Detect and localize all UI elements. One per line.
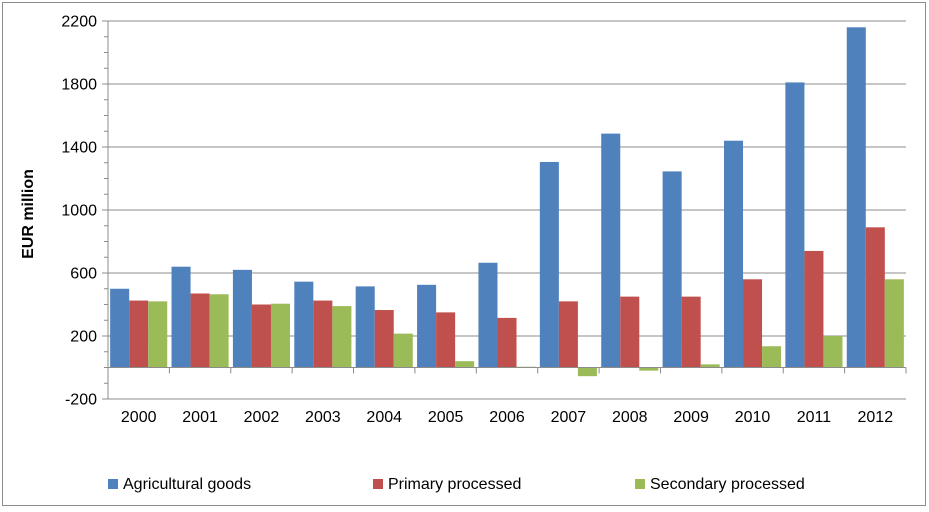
x-tick-label: 2002 [244,409,280,426]
bar [846,27,866,368]
bar [823,336,843,368]
x-tick-label: 2009 [673,409,709,426]
bar [436,312,456,368]
x-tick-label: 2010 [735,409,771,426]
bar [558,301,578,368]
y-tick-label: -200 [65,392,97,409]
legend-swatch [108,479,118,489]
bar [393,333,413,368]
x-tick-label: 2012 [858,409,894,426]
bar [294,281,314,368]
bar [639,367,659,371]
legend: Agricultural goods Primary processed Secon… [108,476,805,493]
y-tick-label: 200 [70,329,97,346]
bar [171,266,191,368]
bar [577,367,597,377]
legend-label: Primary processed [388,476,521,493]
x-tick-label: 2000 [121,409,157,426]
bar [865,227,885,368]
bar [700,364,720,368]
x-tick-labels: 2000 2001 2002 2003 2004 2005 2006 2007 2008 2009… [121,409,893,426]
bar [743,279,763,368]
bar [478,262,498,368]
bar [497,317,517,368]
x-tick-label: 2007 [551,409,587,426]
bar [417,284,437,368]
x-tick-label: 2008 [612,409,648,426]
bar [374,310,394,368]
x-tick-label: 2004 [366,409,402,426]
x-tick-label: 2006 [489,409,525,426]
axes [102,20,907,400]
x-tick-label: 2005 [428,409,464,426]
bars [110,27,904,377]
bar [762,346,782,368]
bar [110,288,130,368]
bar [620,296,640,368]
legend-swatch [373,479,383,489]
bar [804,250,824,368]
x-tick-label: 2001 [182,409,218,426]
bar [270,303,291,368]
y-tick-labels: -200 200 600 1000 1400 1800 2200 [61,14,97,409]
x-tick-label: 2011 [797,409,832,426]
legend-swatch [635,479,645,489]
y-tick-label: 1400 [61,140,97,157]
y-tick-label: 1000 [61,203,97,220]
bar [232,269,252,368]
bar [209,294,229,368]
legend-label: Secondary processed [650,476,805,493]
bar [148,301,168,368]
bar [884,279,904,368]
bar [332,306,352,368]
bar [539,161,559,368]
bar [313,300,333,368]
bar [129,300,149,368]
bar [251,304,271,368]
bar [662,171,682,368]
bar [355,286,375,368]
legend-label: Agricultural goods [123,476,251,493]
x-tick-label: 2003 [305,409,341,426]
y-axis-label: EUR million [20,169,37,259]
y-tick-label: 2200 [61,14,97,31]
y-tick-label: 600 [70,266,97,283]
bar [681,296,701,368]
bar [723,140,744,368]
chart-frame: -200 200 600 1000 1400 1800 2200 2000 2001 2002 2… [2,2,926,506]
bar [190,293,210,368]
bar [601,133,621,368]
bar [455,361,475,368]
y-tick-label: 1800 [61,77,97,94]
bar [785,82,805,368]
